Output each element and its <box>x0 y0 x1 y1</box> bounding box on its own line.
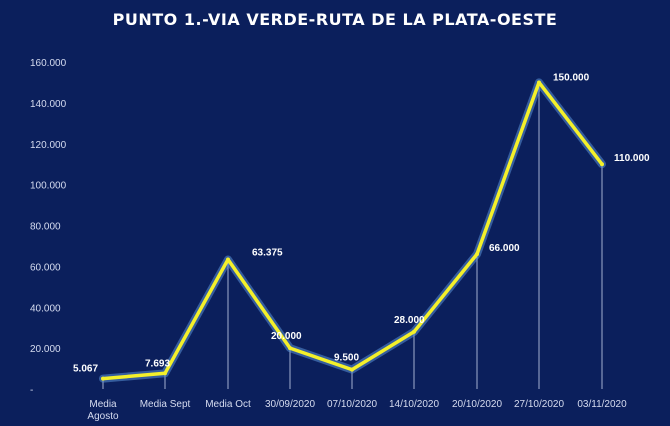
data-point <box>163 371 167 376</box>
series-line-group <box>99 78 606 383</box>
y-tick-label: - <box>30 385 33 396</box>
x-axis: Media Agosto Media Sept Media Oct 30/09/2020… <box>87 399 627 422</box>
data-label: 150.000 <box>553 72 590 83</box>
data-point <box>226 257 230 262</box>
data-label: 63.375 <box>252 247 283 258</box>
data-point <box>350 367 354 372</box>
x-tick-label: Media Sept <box>140 399 191 410</box>
x-tick-label: Media Oct <box>205 399 251 410</box>
data-label: 20.000 <box>271 331 302 342</box>
x-tick-label: 03/11/2020 <box>577 399 627 410</box>
chart-title: PUNTO 1.-VIA VERDE-RUTA DE LA PLATA-OEST… <box>113 10 558 29</box>
y-tick-label: 120.000 <box>30 140 67 151</box>
y-tick-label: 40.000 <box>30 303 61 314</box>
x-tick-label: 20/10/2020 <box>452 399 502 410</box>
y-tick-label: 60.000 <box>30 262 61 273</box>
x-tick-label: 07/10/2020 <box>327 399 377 410</box>
data-point <box>600 162 604 167</box>
data-point <box>288 346 292 351</box>
x-tick-label: 27/10/2020 <box>514 399 564 410</box>
y-tick-label: 80.000 <box>30 222 61 233</box>
y-tick-label: 100.000 <box>30 181 67 192</box>
data-label: 28.000 <box>394 315 425 326</box>
x-tick-label: 30/09/2020 <box>265 399 315 410</box>
data-point <box>412 329 416 334</box>
data-labels: 5.067 7.693 63.375 20.000 9.500 28.000 66.000 1… <box>73 72 650 374</box>
data-label: 7.693 <box>145 358 170 369</box>
y-tick-label: 140.000 <box>30 99 67 110</box>
y-axis: - 20.000 40.000 60.000 80.000 100.000 120.000 1… <box>30 58 67 396</box>
x-tick-label: 14/10/2020 <box>389 399 439 410</box>
data-point <box>475 252 479 257</box>
y-tick-label: 20.000 <box>30 344 61 355</box>
series-line-glow <box>99 78 606 383</box>
y-tick-label: 160.000 <box>30 58 67 69</box>
drop-lines <box>102 82 603 389</box>
x-tick-label: Media Agosto <box>87 399 119 422</box>
data-point <box>101 376 105 381</box>
data-label: 110.000 <box>614 153 650 164</box>
data-label: 9.500 <box>334 353 359 364</box>
data-label: 5.067 <box>73 364 98 375</box>
data-label: 66.000 <box>489 243 520 254</box>
data-point <box>537 80 541 85</box>
